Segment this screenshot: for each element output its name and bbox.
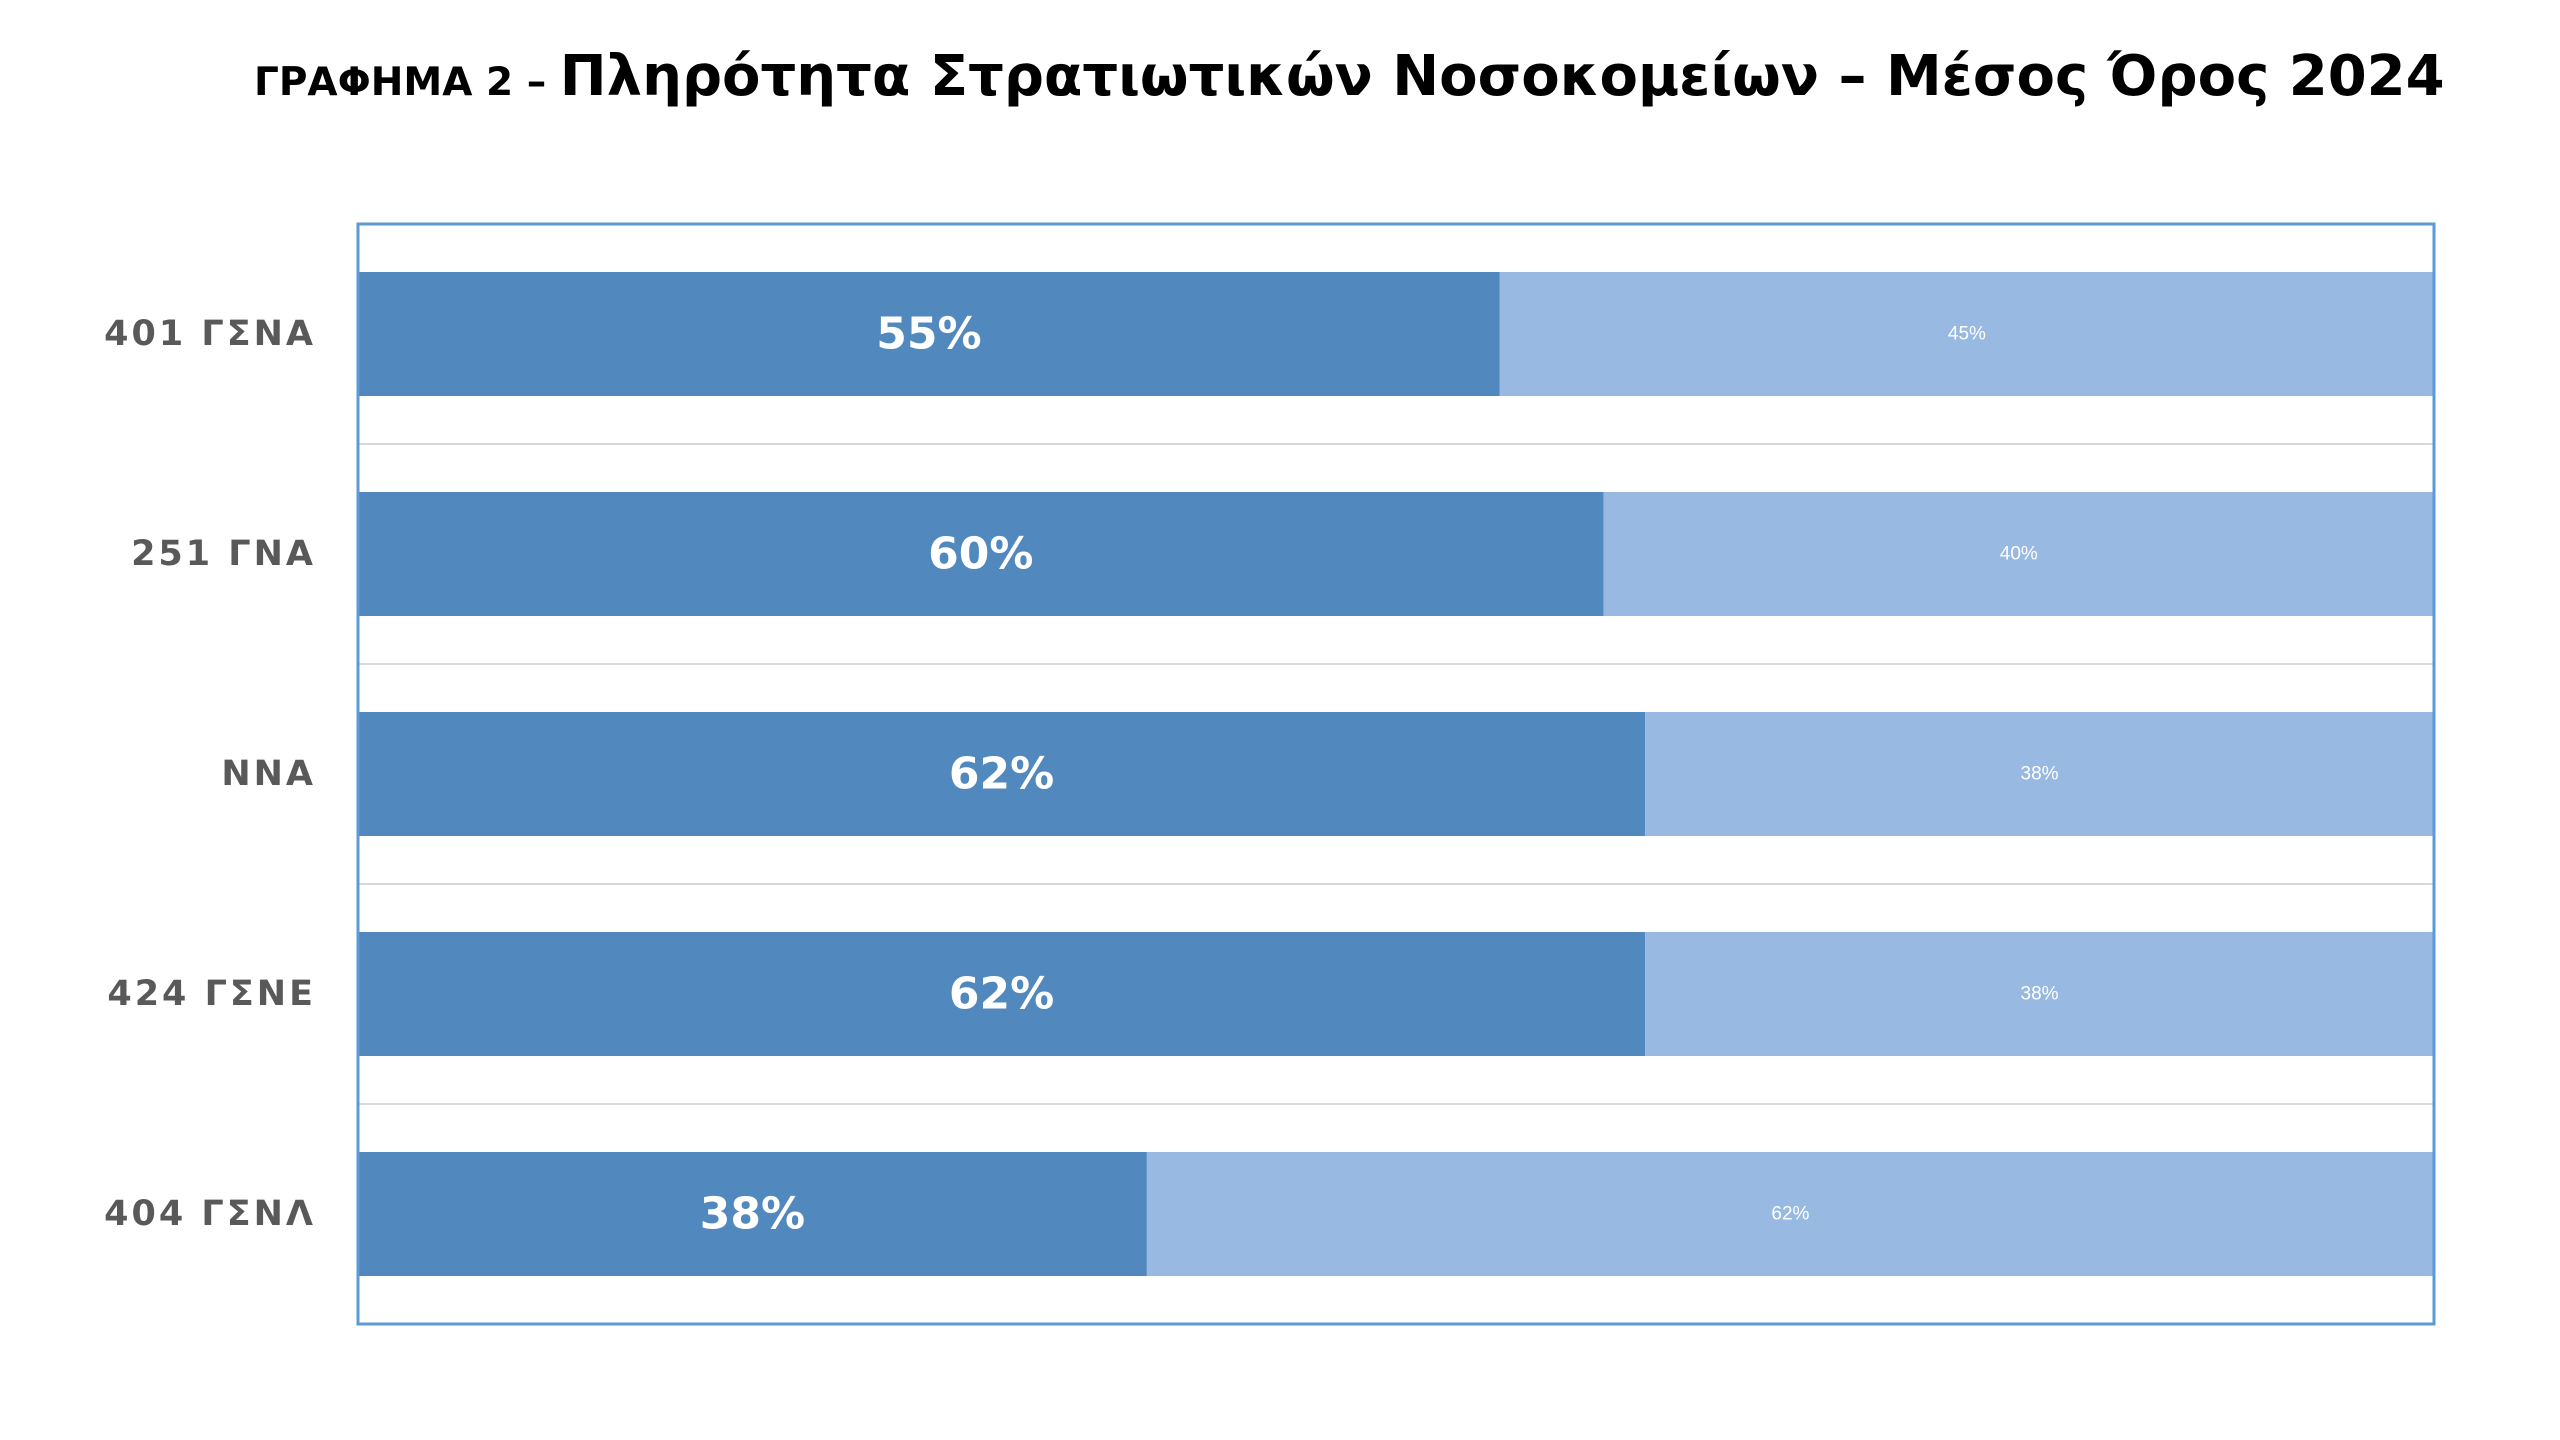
category-label-4: 424 ΓΣΝΕ <box>107 974 316 1014</box>
chart-title-prefix: ΓΡΑΦΗΜΑ 2 – <box>254 60 560 105</box>
data-label-2-3: 38% <box>2021 764 2059 785</box>
labels: 55% 45% 401 ΓΣΝΑ 60% 40% 251 ΓΝΑ 62% 38% ΝΝΑ 62% 3… <box>104 309 2059 1240</box>
data-label-2-4: 38% <box>2021 984 2059 1005</box>
data-label-1-1: 55% <box>876 309 981 360</box>
bar-segment-1-3 <box>358 712 1646 836</box>
bar-segment-2-3 <box>1645 712 2434 836</box>
bars <box>358 272 2434 1276</box>
gridlines <box>358 443 2434 1105</box>
bar-segment-2-4 <box>1645 932 2434 1056</box>
data-label-1-5: 38% <box>700 1189 805 1240</box>
data-label-1-4: 62% <box>949 969 1054 1020</box>
bar-segment-1-1 <box>358 272 1500 396</box>
category-label-2: 251 ΓΝΑ <box>131 534 316 574</box>
data-label-2-1: 45% <box>1948 324 1986 345</box>
plot-frame <box>356 222 2436 1326</box>
chart-title: ΓΡΑΦΗΜΑ 2 – Πληρότητα Στρατιωτικών Νοσοκ… <box>254 44 2445 109</box>
bar-segment-2-5 <box>1146 1152 2434 1276</box>
bar-segment-1-4 <box>358 932 1646 1056</box>
bar-segment-2-2 <box>1603 492 2434 616</box>
chart-title-main: Πληρότητα Στρατιωτικών Νοσοκομείων – Μέσ… <box>559 44 2445 109</box>
data-label-2-5: 62% <box>1771 1204 1809 1225</box>
data-label-1-2: 60% <box>928 529 1033 580</box>
data-label-2-2: 40% <box>2000 544 2038 565</box>
category-label-5: 404 ΓΣΝΛ <box>104 1194 316 1234</box>
category-label-1: 401 ΓΣΝΑ <box>104 314 316 354</box>
data-label-1-3: 62% <box>949 749 1054 800</box>
bar-segment-1-5 <box>358 1152 1147 1276</box>
category-label-3: ΝΝΑ <box>221 754 316 794</box>
bar-segment-1-2 <box>358 492 1604 616</box>
bar-segment-2-1 <box>1499 272 2434 396</box>
